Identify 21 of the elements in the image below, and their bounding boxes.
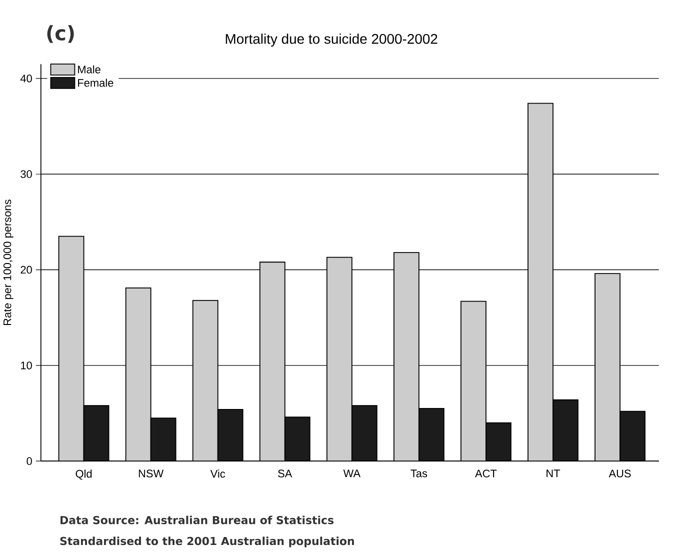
x-tick-label: Vic: [210, 470, 226, 478]
legend-label: Male: [78, 65, 100, 74]
y-tick-label: 40: [20, 74, 32, 82]
y-tick-label: 20: [20, 266, 32, 274]
x-tick-label: AUS: [608, 470, 631, 478]
chart-title: Mortality due to suicide 2000-2002: [226, 34, 438, 47]
legend-label: Female: [78, 78, 114, 87]
x-tick-label: NT: [546, 470, 560, 478]
y-tick-label: 10: [21, 362, 32, 370]
x-tick-label: Qld: [76, 470, 92, 480]
x-tick-label: SA: [278, 470, 292, 478]
x-tick-label: Tas: [410, 470, 428, 478]
x-tick-label: NSW: [138, 470, 164, 478]
text: (c): [47, 25, 74, 43]
y-tick-label: 0: [26, 457, 32, 465]
x-tick-label: WA: [343, 470, 360, 478]
y-axis-title: Rate per 100,000 persons: [3, 200, 14, 326]
text: Standardised to the 2001 Australian population: [60, 536, 354, 548]
x-tick-label: ACT: [475, 470, 497, 478]
source-note: Data Source: Australian Bureau of Statistics: [60, 516, 334, 524]
y-tick-label: 30: [20, 170, 32, 178]
